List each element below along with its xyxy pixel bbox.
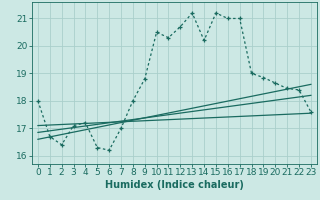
X-axis label: Humidex (Indice chaleur): Humidex (Indice chaleur) [105, 180, 244, 190]
